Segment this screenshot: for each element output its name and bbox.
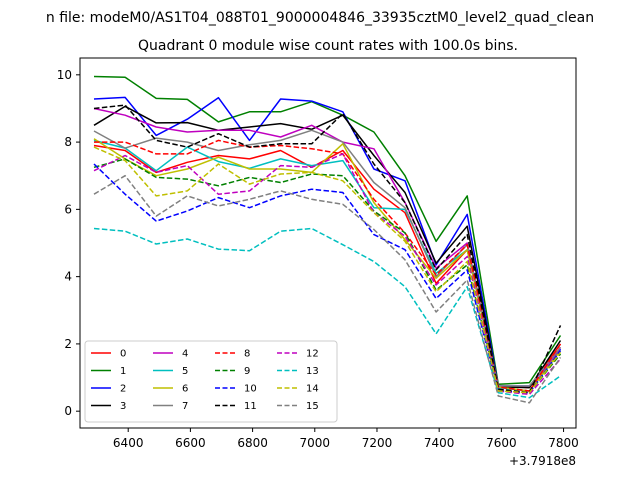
series-line-2 xyxy=(93,96,562,387)
chart-title: Quadrant 0 module wise count rates with … xyxy=(138,38,518,54)
axes-frame xyxy=(79,57,577,429)
x-axis: 6400 6600 6800 7000 7200 7400 7600 7800 xyxy=(113,428,579,450)
x-tick-label: 6800 xyxy=(237,436,268,450)
legend-label-7: 7 xyxy=(182,401,188,412)
y-tick-label: 10 xyxy=(57,68,72,82)
legend-label-9: 9 xyxy=(244,366,250,377)
legend-label-8: 8 xyxy=(244,349,250,360)
y-tick-label: 0 xyxy=(64,404,72,418)
series-line-13 xyxy=(93,227,561,399)
series-line-3 xyxy=(93,105,562,389)
x-offset-label: +3.7918e8 xyxy=(509,454,576,468)
legend-label-5: 5 xyxy=(182,366,188,377)
legend-label-14: 14 xyxy=(306,384,319,395)
legend-label-13: 13 xyxy=(306,366,319,377)
legend-label-11: 11 xyxy=(244,401,257,412)
series-line-11 xyxy=(93,104,562,394)
y-tick-label: 8 xyxy=(64,135,72,149)
legend-box xyxy=(84,340,338,423)
series-line-10 xyxy=(93,163,562,394)
y-tick-label: 4 xyxy=(64,270,72,284)
legend-label-0: 0 xyxy=(120,349,126,360)
x-tick-label: 7800 xyxy=(548,436,579,450)
legend-label-2: 2 xyxy=(120,384,126,395)
y-tick-label: 6 xyxy=(64,202,72,216)
x-tick-label: 7600 xyxy=(486,436,517,450)
plot-area: 6400 6600 6800 7000 7200 7400 7600 7800 0246810… xyxy=(57,57,579,450)
series-line-15 xyxy=(93,174,562,404)
series-lines xyxy=(93,75,562,404)
series-line-9 xyxy=(93,158,562,394)
series-line-8 xyxy=(94,139,562,392)
legend-label-10: 10 xyxy=(244,384,257,395)
x-tick-label: 6600 xyxy=(175,436,206,450)
x-tick-label: 7200 xyxy=(362,436,393,450)
y-tick-label: 2 xyxy=(64,337,72,351)
series-line-1 xyxy=(93,75,562,386)
legend-label-1: 1 xyxy=(120,366,126,377)
legend-label-15: 15 xyxy=(306,401,319,412)
figure-suptitle: n file: modeM0/AS1T04_088T01_9000004846_… xyxy=(46,10,594,26)
x-tick-label: 7000 xyxy=(300,436,331,450)
x-tick-label: 7400 xyxy=(424,436,455,450)
legend-label-12: 12 xyxy=(306,349,319,360)
x-tick-label: 6400 xyxy=(113,436,144,450)
legend-label-4: 4 xyxy=(182,349,188,360)
y-axis: 0 2 4 6 8 10 xyxy=(57,68,80,418)
series-line-14 xyxy=(93,146,562,394)
legend-label-3: 3 xyxy=(120,401,126,412)
legend-label-6: 6 xyxy=(182,384,188,395)
